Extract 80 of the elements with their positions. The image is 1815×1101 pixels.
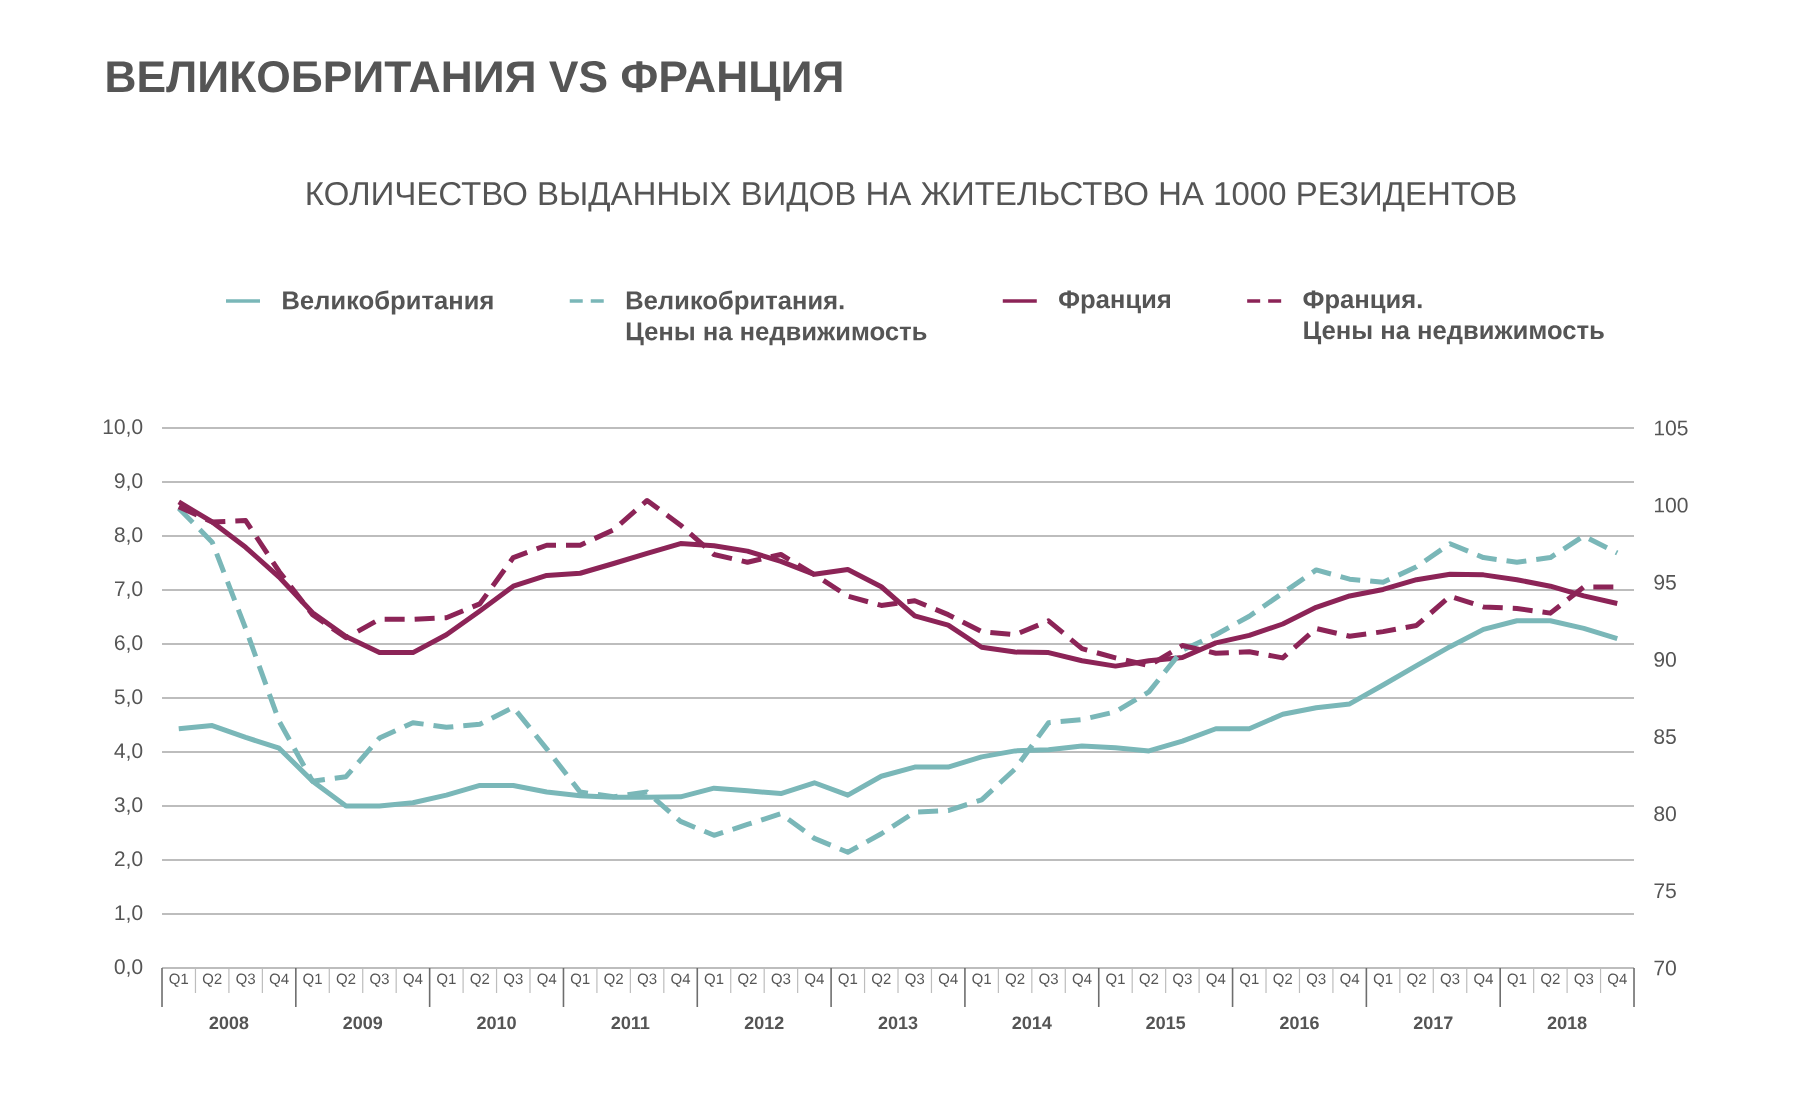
x-tick-label: Q3 [1306, 973, 1326, 987]
x-tick-label: Q4 [1072, 973, 1092, 987]
x-tick-label: Q2 [1005, 973, 1025, 987]
x-tick-label: Q2 [470, 973, 490, 987]
y-tick-label: 10,0 [103, 419, 143, 437]
x-tick-label: Q3 [1173, 973, 1192, 987]
x-tick-label: Q1 [169, 973, 189, 987]
x-tick-label: Q2 [1273, 973, 1292, 987]
legend-label: Франция [1059, 290, 1170, 314]
y2-tick-label: 75 [1654, 883, 1676, 899]
text: 2017 [1413, 1016, 1453, 1030]
y-tick-label: 8,0 [114, 527, 143, 545]
x-tick-label: Q4 [938, 973, 958, 987]
legend-label: Великобритания. Цены на недвижимость [626, 290, 927, 346]
x-tick-label: Q1 [303, 973, 322, 987]
y-tick-label: 4,0 [114, 743, 143, 761]
x-tick-label: Q1 [1507, 973, 1527, 987]
x-tick-label: Q4 [403, 973, 423, 987]
x-tick-label: Q4 [269, 973, 289, 987]
x-tick-label: Q1 [704, 973, 724, 987]
text: 2012 [744, 1016, 784, 1030]
x-tick-label: Q2 [202, 973, 222, 987]
x-tick-label: Q4 [1206, 973, 1226, 987]
y2-tick-label: 90 [1654, 651, 1676, 667]
x-tick-label: Q1 [1106, 973, 1125, 987]
x-tick-label: Q2 [336, 973, 356, 987]
text: 2013 [878, 1016, 918, 1030]
legend-label: Великобритания [283, 290, 493, 315]
x-tick-label: Q2 [1139, 973, 1159, 987]
y-tick-label: 6,0 [114, 635, 143, 653]
x-tick-label: Q4 [805, 973, 824, 987]
x-tick-label: Q3 [905, 973, 925, 987]
x-tick-label: Q3 [503, 973, 523, 987]
x-tick-label: Q4 [537, 973, 557, 987]
x-tick-label: Q2 [604, 973, 623, 987]
x-tick-label: Q4 [671, 973, 691, 987]
y-tick-label: 9,0 [114, 473, 143, 491]
x-tick-label: Q3 [1574, 973, 1594, 987]
text: 2018 [1547, 1016, 1587, 1030]
x-tick-label: Q1 [1373, 973, 1393, 987]
text: 2016 [1280, 1016, 1319, 1030]
y-tick-label: 5,0 [114, 689, 143, 707]
chart-title: ВЕЛИКОБРИТАНИЯ VS ФРАНЦИЯ [107, 60, 842, 101]
y-tick-label: 3,0 [114, 797, 143, 815]
x-tick-label: Q4 [1607, 973, 1627, 987]
y2-tick-label: 95 [1654, 574, 1676, 590]
text: 2009 [343, 1016, 383, 1030]
x-tick-label: Q3 [236, 973, 255, 987]
y2-tick-label: 105 [1655, 420, 1688, 436]
text: 2015 [1146, 1016, 1186, 1030]
text: 2008 [209, 1016, 249, 1030]
x-tick-label: Q1 [570, 973, 590, 987]
y-tick-label: 1,0 [115, 905, 143, 923]
legend-label: Франция. Цены на недвижимость [1303, 290, 1604, 345]
chart-subtitle: КОЛИЧЕСТВО ВЫДАННЫХ ВИДОВ НА ЖИТЕЛЬСТВО НА 1000 РЕЗИДЕНТОВ [307, 181, 1516, 212]
y2-tick-label: 85 [1654, 729, 1676, 744]
text: 2011 [611, 1016, 650, 1030]
x-tick-label: Q1 [972, 973, 991, 987]
x-tick-label: Q3 [1440, 973, 1460, 987]
x-tick-label: Q1 [1239, 973, 1259, 987]
x-tick-label: Q1 [437, 973, 456, 987]
text: 2010 [477, 1016, 516, 1030]
x-tick-label: Q2 [1407, 973, 1426, 987]
x-tick-label: Q2 [871, 973, 891, 987]
text: 2014 [1012, 1016, 1052, 1030]
x-tick-label: Q2 [1541, 973, 1560, 987]
x-tick-label: Q2 [738, 973, 757, 987]
x-tick-label: Q3 [370, 973, 389, 987]
x-tick-label: Q3 [1039, 973, 1058, 987]
x-tick-label: Q4 [1474, 973, 1494, 987]
x-tick-label: Q3 [771, 973, 791, 987]
y-tick-label: 2,0 [114, 851, 143, 869]
x-tick-label: Q1 [838, 973, 858, 987]
x-tick-label: Q4 [1340, 973, 1360, 987]
x-tick-label: Q3 [637, 973, 657, 987]
y2-tick-label: 100 [1655, 497, 1688, 513]
y2-tick-label: 80 [1654, 806, 1676, 822]
y-tick-label: 0,0 [114, 959, 143, 977]
y-tick-label: 7,0 [114, 581, 143, 599]
y2-tick-label: 70 [1654, 960, 1676, 976]
